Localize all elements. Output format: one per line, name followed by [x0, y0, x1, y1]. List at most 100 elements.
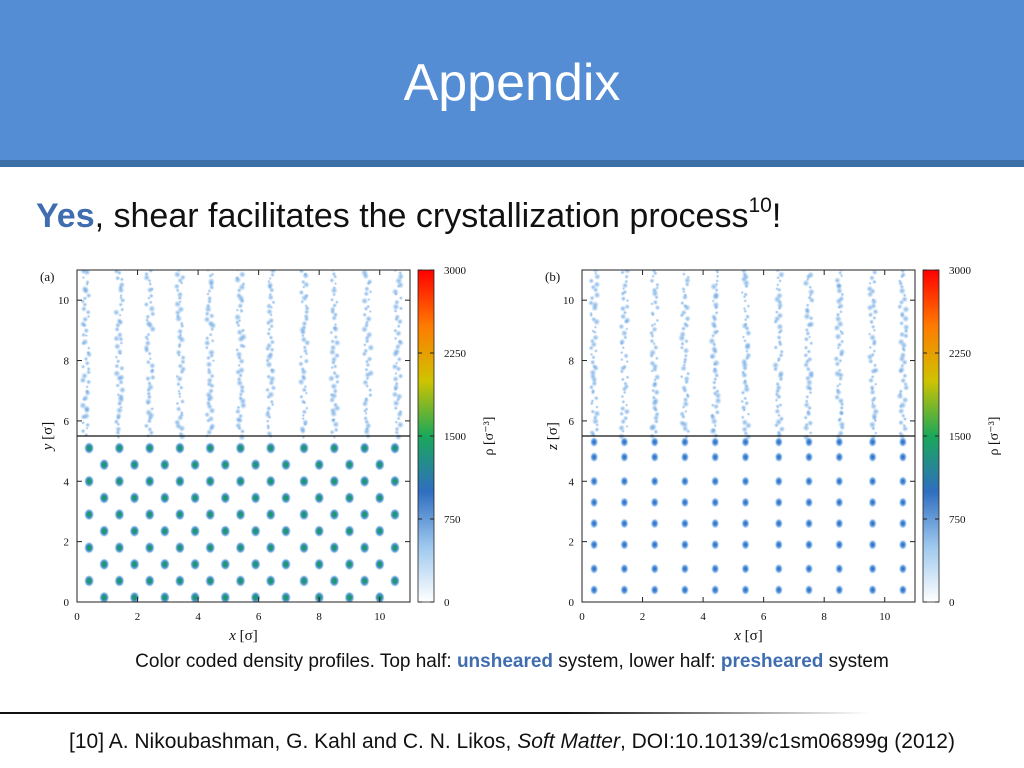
y-tick-label: 6 — [64, 416, 70, 428]
streak-dot — [803, 312, 811, 321]
streak-dot — [680, 309, 687, 316]
streak-dot — [743, 322, 748, 327]
streak-dot — [85, 422, 91, 428]
density-peak — [314, 525, 325, 538]
streak-dot — [233, 313, 242, 321]
streak-dot — [653, 373, 661, 381]
streak-dot — [714, 397, 722, 405]
streak-dot — [867, 332, 872, 336]
citation-superscript: 10 — [748, 194, 772, 217]
streak-dot — [743, 396, 748, 401]
streak-dot — [237, 302, 244, 309]
streak-dot — [874, 382, 878, 386]
streak-dot — [898, 287, 906, 295]
streak-dot — [237, 366, 246, 374]
density-peak — [250, 491, 261, 504]
streak-dot — [330, 270, 336, 272]
streak-dot — [179, 398, 186, 405]
reference-doi: , DOI:10.10139/c1sm06899g (2012) — [619, 730, 955, 753]
streak-dot — [771, 361, 780, 369]
streak-dot — [744, 314, 751, 320]
streak-dot — [115, 426, 122, 433]
reference-journal: Soft Matter — [517, 730, 620, 753]
streak-dot — [710, 313, 717, 320]
streak-dot — [178, 300, 182, 304]
streak-dot — [900, 270, 906, 274]
streak-dot — [179, 274, 186, 281]
streak-dot — [119, 365, 125, 372]
density-peak — [190, 558, 201, 571]
streak-dot — [898, 431, 903, 436]
y-tick-label: 10 — [563, 295, 575, 307]
streak-dot — [624, 279, 629, 284]
streak-dot — [115, 383, 121, 388]
streak-dot — [150, 406, 155, 411]
streak-dot — [303, 272, 308, 277]
streak-dot — [775, 381, 781, 387]
streak-dot — [368, 392, 373, 398]
streak-dot — [149, 362, 156, 369]
streak-dot — [302, 419, 309, 426]
streak-dot — [85, 279, 90, 285]
streak-dot — [652, 299, 659, 306]
density-peak — [711, 476, 720, 487]
streak-dot — [775, 270, 781, 273]
streak-dot — [366, 278, 373, 285]
streak-dot — [147, 381, 152, 386]
streak-dot — [112, 308, 120, 316]
streak-dot — [80, 270, 88, 275]
streak-dot — [85, 379, 92, 385]
streak-dot — [80, 364, 86, 369]
streak-dot — [623, 353, 629, 359]
streak-dot — [300, 399, 306, 405]
density-peak — [774, 563, 783, 574]
density-peak — [374, 558, 385, 571]
streak-dot — [745, 352, 752, 359]
streak-dot — [173, 283, 180, 290]
density-peak — [711, 584, 720, 596]
streak-dot — [649, 423, 658, 431]
figure-caption: Color coded density profiles. Top half: … — [0, 650, 1024, 674]
streak-dot — [175, 374, 179, 379]
streak-dot — [714, 270, 720, 273]
colorbar-variable: ρ — [987, 448, 1002, 455]
streak-dot — [239, 308, 244, 314]
x-tick-label: 2 — [135, 611, 141, 623]
streak-dot — [902, 293, 907, 298]
title-bar-stripe — [0, 160, 1024, 167]
streak-dot — [333, 334, 339, 340]
streak-dot — [395, 361, 399, 365]
streak-dot — [619, 405, 626, 412]
streak-dot — [808, 285, 813, 290]
caption-presheared: presheared — [720, 651, 824, 672]
streak-dot — [236, 405, 241, 410]
streak-dot — [779, 349, 784, 355]
streak-dot — [303, 384, 308, 389]
density-spots — [588, 270, 910, 596]
streak-dot — [87, 346, 91, 350]
streak-dot — [265, 419, 270, 424]
colorbar-tick-label: 750 — [444, 514, 461, 526]
streak-dot — [113, 342, 121, 350]
streak-dot — [589, 429, 596, 436]
caption-part3: system — [823, 651, 889, 672]
streak-dot — [589, 352, 594, 357]
streak-dot — [682, 272, 686, 276]
density-peak — [205, 508, 216, 521]
density-peak — [114, 442, 125, 455]
streak-dot — [116, 393, 120, 397]
streak-dot — [180, 359, 186, 365]
density-peak — [329, 442, 340, 455]
streak-dot — [393, 406, 398, 411]
density-peak — [868, 584, 877, 596]
streak-dot — [651, 405, 658, 411]
streak-dot — [392, 303, 400, 311]
density-peak — [114, 574, 125, 587]
streak-dot — [776, 283, 780, 287]
streak-dot — [302, 345, 308, 350]
streak-dot — [593, 325, 598, 329]
streak-dot — [175, 270, 182, 273]
streak-dot — [83, 327, 90, 334]
density-peak — [741, 584, 750, 596]
y-axis-label: y [σ] — [40, 422, 56, 453]
